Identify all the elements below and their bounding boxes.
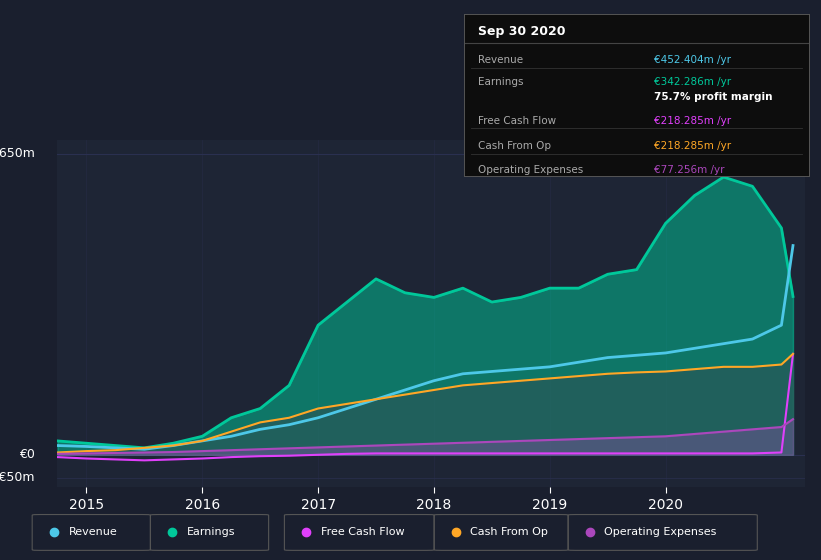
Text: €77.256m /yr: €77.256m /yr bbox=[654, 165, 724, 175]
Text: Earnings: Earnings bbox=[478, 77, 523, 87]
Text: Free Cash Flow: Free Cash Flow bbox=[321, 527, 404, 537]
Text: Operating Expenses: Operating Expenses bbox=[604, 527, 717, 537]
Text: €342.286m /yr: €342.286m /yr bbox=[654, 77, 731, 87]
Text: Cash From Op: Cash From Op bbox=[470, 527, 548, 537]
Text: Sep 30 2020: Sep 30 2020 bbox=[478, 25, 565, 39]
Text: Revenue: Revenue bbox=[478, 55, 523, 64]
Text: Cash From Op: Cash From Op bbox=[478, 141, 551, 151]
Text: Earnings: Earnings bbox=[186, 527, 235, 537]
Text: -€50m: -€50m bbox=[0, 472, 35, 484]
Text: Operating Expenses: Operating Expenses bbox=[478, 165, 583, 175]
Text: €452.404m /yr: €452.404m /yr bbox=[654, 55, 731, 64]
Text: €650m: €650m bbox=[0, 147, 35, 160]
Text: 75.7% profit margin: 75.7% profit margin bbox=[654, 92, 772, 102]
Text: Revenue: Revenue bbox=[68, 527, 117, 537]
Text: €218.285m /yr: €218.285m /yr bbox=[654, 116, 731, 127]
Text: €218.285m /yr: €218.285m /yr bbox=[654, 141, 731, 151]
Text: €0: €0 bbox=[19, 449, 35, 461]
Text: Free Cash Flow: Free Cash Flow bbox=[478, 116, 556, 127]
